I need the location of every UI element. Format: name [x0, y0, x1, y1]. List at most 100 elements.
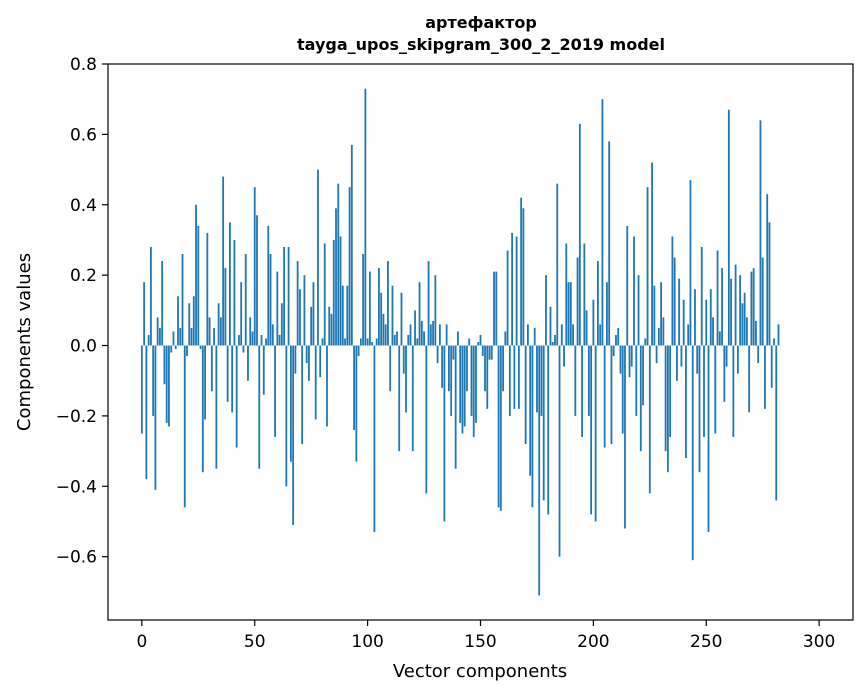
bar — [217, 303, 220, 346]
bar — [463, 345, 466, 427]
bar — [581, 345, 583, 438]
bar — [425, 345, 428, 494]
bar — [504, 331, 507, 346]
bar — [206, 232, 209, 346]
bar — [499, 345, 502, 511]
bar — [226, 345, 229, 402]
bar — [601, 99, 604, 346]
bar — [357, 345, 360, 357]
bar — [296, 261, 299, 346]
bar — [244, 254, 247, 346]
bar — [362, 254, 365, 346]
bar — [757, 345, 760, 364]
bar — [429, 324, 432, 346]
bar — [348, 187, 351, 346]
bar — [703, 345, 705, 438]
bar — [590, 345, 593, 515]
bar — [612, 345, 615, 357]
bar — [177, 296, 179, 346]
bar — [159, 327, 161, 346]
bar — [276, 271, 279, 346]
bar — [289, 345, 292, 462]
bar — [522, 208, 525, 346]
bar — [222, 176, 225, 346]
y-tick-label: −0.4 — [56, 477, 97, 497]
bar — [527, 324, 529, 346]
bar — [271, 324, 274, 346]
bar — [619, 345, 622, 374]
bar — [229, 222, 231, 346]
bar — [630, 345, 633, 367]
bar — [391, 285, 394, 346]
bar — [691, 345, 694, 561]
bar — [371, 342, 374, 346]
bar — [174, 345, 177, 350]
bar — [156, 317, 159, 346]
bar — [450, 345, 453, 416]
bar — [472, 345, 475, 438]
bar — [732, 345, 735, 438]
bar — [617, 327, 620, 346]
bar — [610, 345, 613, 445]
bar — [567, 282, 570, 346]
bar — [380, 292, 383, 346]
x-tick-label: 200 — [577, 632, 609, 652]
bar — [373, 345, 376, 533]
bar — [664, 345, 667, 452]
bar — [436, 345, 439, 364]
bar — [280, 303, 283, 346]
bar — [486, 345, 489, 409]
bar — [278, 334, 281, 346]
bar — [669, 345, 672, 438]
bar — [335, 208, 337, 346]
bar — [592, 299, 595, 346]
bar — [238, 334, 240, 346]
bar — [427, 261, 430, 346]
bar — [319, 345, 322, 378]
bar — [249, 317, 252, 346]
bar — [163, 345, 166, 385]
bar — [685, 345, 687, 459]
bar — [353, 345, 355, 430]
bar — [653, 285, 656, 346]
x-tick-label: 0 — [136, 632, 147, 652]
bar — [242, 345, 245, 353]
bar — [569, 282, 572, 346]
bar — [563, 345, 565, 367]
bar — [393, 334, 396, 346]
bar — [402, 345, 405, 374]
bar — [635, 345, 638, 416]
bar — [775, 345, 778, 501]
bar — [466, 345, 468, 392]
y-axis-label: Components values — [14, 253, 35, 431]
bar — [709, 289, 712, 346]
bar — [748, 345, 751, 413]
bar — [745, 317, 748, 346]
bar — [560, 324, 563, 346]
bar — [269, 254, 272, 346]
bar — [540, 345, 543, 416]
bar — [481, 345, 484, 357]
bar — [366, 338, 369, 346]
bar — [337, 183, 340, 346]
bar — [637, 275, 640, 346]
bar — [549, 306, 552, 346]
bars-group — [140, 88, 780, 596]
bar — [712, 317, 714, 346]
bar — [233, 239, 236, 346]
bar — [326, 345, 328, 427]
bar — [210, 345, 213, 392]
x-tick-label: 300 — [803, 632, 835, 652]
bar — [662, 317, 665, 346]
bar — [330, 313, 333, 346]
bar — [468, 338, 471, 346]
bar — [298, 289, 301, 346]
bar — [168, 345, 170, 427]
bar — [308, 345, 310, 381]
bar — [445, 324, 448, 346]
bar — [660, 282, 663, 346]
bar — [773, 338, 775, 346]
bar — [409, 324, 412, 346]
bar — [673, 257, 676, 346]
bar — [314, 345, 317, 420]
